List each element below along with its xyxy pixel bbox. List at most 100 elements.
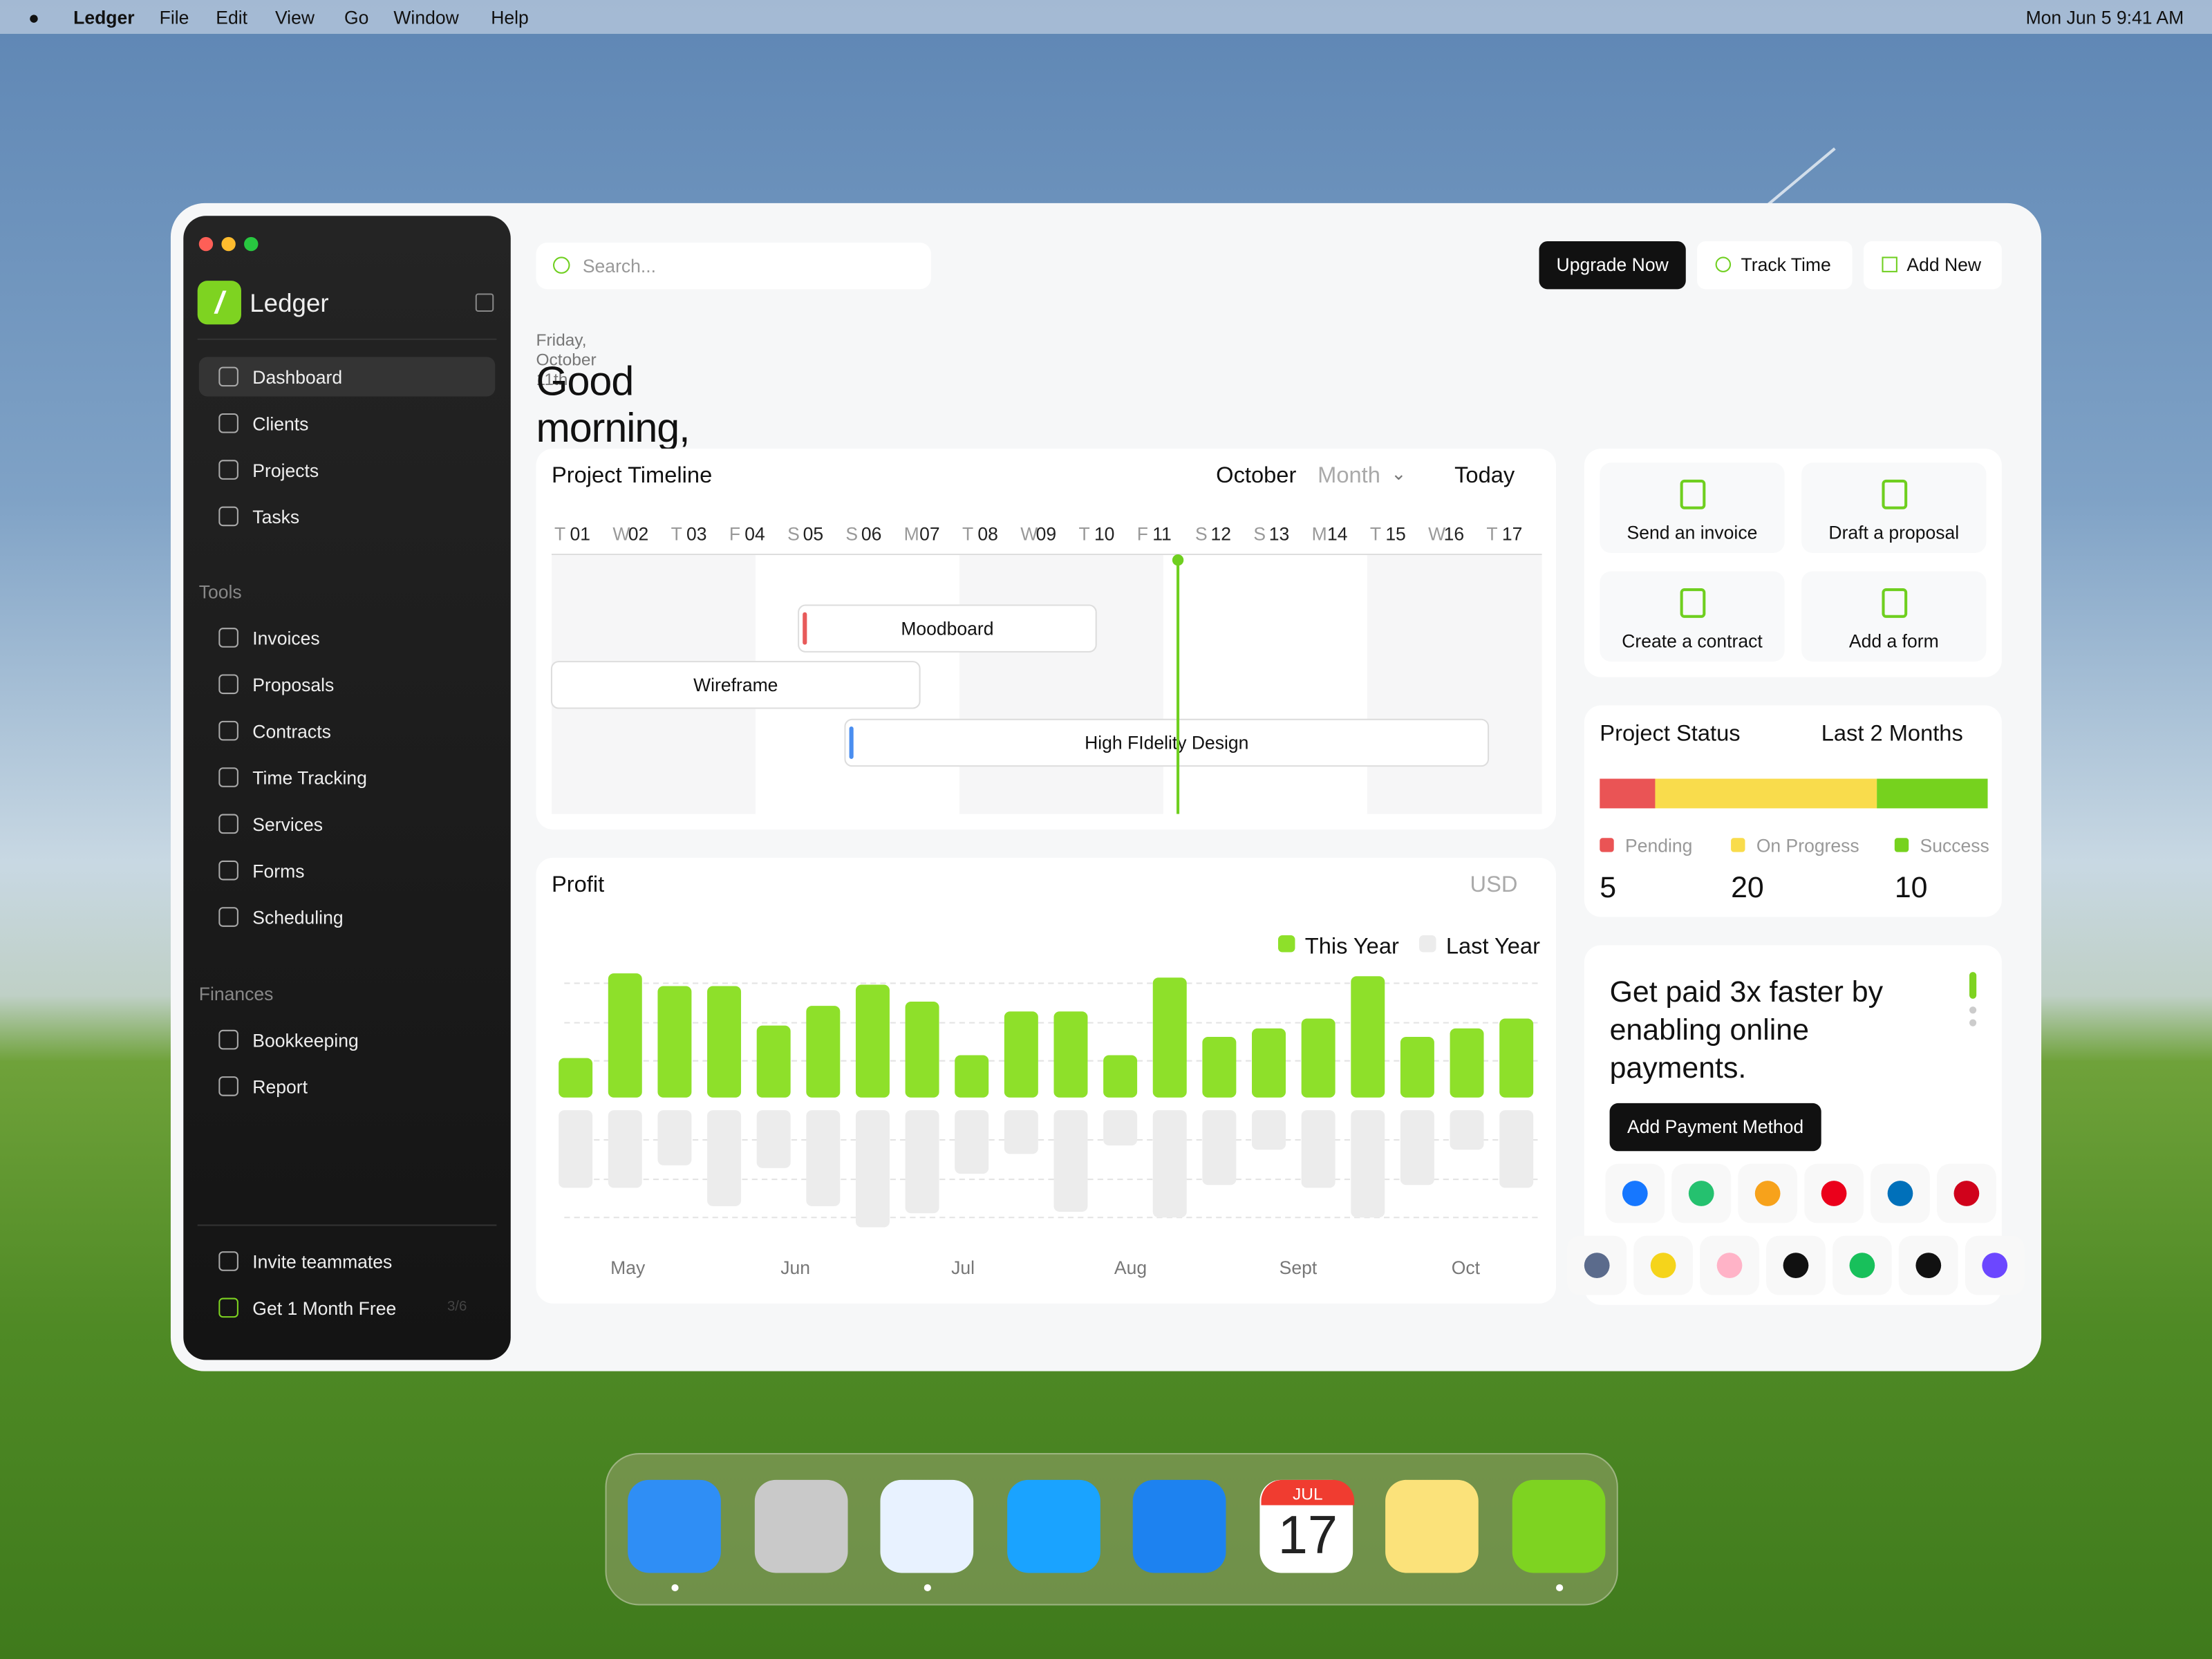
day-number: 02 xyxy=(628,524,649,545)
card-title: Project Timeline xyxy=(551,464,713,489)
day-number: 09 xyxy=(1036,524,1057,545)
promo-progress: 3/6 xyxy=(447,1299,467,1315)
menu-item[interactable]: Help xyxy=(491,7,529,28)
menu-app[interactable]: Ledger xyxy=(73,7,135,28)
quick-action[interactable]: Add a form xyxy=(1801,571,1987,662)
status-segment xyxy=(1655,778,1877,809)
nav-icon xyxy=(218,413,238,433)
day-weekday: M xyxy=(904,524,919,545)
menu-item[interactable]: Window xyxy=(393,7,459,28)
zoom-button[interactable] xyxy=(244,236,259,252)
nav-item[interactable]: Dashboard xyxy=(198,357,496,397)
profit-bar xyxy=(1103,1055,1138,1098)
minimize-button[interactable] xyxy=(221,236,236,252)
profit-bar xyxy=(1252,1028,1286,1098)
nav-label: Invite teammates xyxy=(252,1251,393,1273)
apple-menu[interactable]: ● xyxy=(28,7,39,28)
today-dot xyxy=(1172,554,1184,566)
promo-text: Get paid 3x faster by enabling online pa… xyxy=(1609,976,1884,1085)
payment-logo xyxy=(1915,1253,1942,1278)
nav-item[interactable]: Contracts xyxy=(199,711,496,751)
close-button[interactable] xyxy=(198,236,214,252)
section-heading: Tools xyxy=(198,581,242,603)
menu-item[interactable]: Edit xyxy=(216,7,247,28)
profit-bar-last-year xyxy=(1301,1110,1335,1188)
profit-bar-last-year xyxy=(608,1110,642,1188)
profit-bar-last-year xyxy=(756,1110,791,1168)
menu-bar: ● Ledger Mon Jun 5 9:41 AM File Edit View G… xyxy=(0,0,2212,34)
dock-icon[interactable] xyxy=(1385,1479,1479,1573)
status-segment xyxy=(1600,778,1656,809)
profit-bar-last-year xyxy=(707,1110,742,1206)
card-title: Profit xyxy=(551,873,605,897)
nav-icon xyxy=(218,860,238,881)
day-weekday: T xyxy=(1486,524,1497,545)
nav-item[interactable]: Forms xyxy=(199,851,496,890)
quick-action[interactable]: Send an invoice xyxy=(1600,462,1785,553)
nav-item[interactable]: Time Tracking xyxy=(199,758,496,797)
profit-bar-last-year xyxy=(559,1110,593,1188)
day-number: 17 xyxy=(1502,524,1523,545)
payment-logo xyxy=(1953,1181,1980,1206)
nav-item[interactable]: Bookkeeping xyxy=(199,1020,496,1060)
profit-bar xyxy=(1400,1036,1434,1098)
payment-logo xyxy=(1982,1253,2008,1278)
profit-bar xyxy=(955,1055,989,1098)
nav-item[interactable]: Invoices xyxy=(199,618,496,657)
day-number: 04 xyxy=(744,524,765,545)
day-weekday: T xyxy=(671,524,682,545)
search-box[interactable]: Search... xyxy=(536,243,931,290)
menu-item[interactable]: View xyxy=(274,7,315,28)
sidebar-toggle[interactable] xyxy=(475,293,494,312)
dock-icon[interactable] xyxy=(1132,1479,1226,1573)
profit-bar-last-year xyxy=(1252,1110,1286,1150)
action-icon xyxy=(1882,479,1908,509)
header-button[interactable]: Upgrade Now xyxy=(1539,241,1686,290)
dock-icon[interactable] xyxy=(628,1479,721,1573)
day-number: 12 xyxy=(1211,524,1232,545)
x-tick-label: May xyxy=(610,1257,646,1278)
card-title: Project Status xyxy=(1600,722,1741,747)
promo-button[interactable]: Add Payment Method xyxy=(1609,1103,1821,1152)
quick-action[interactable]: Create a contract xyxy=(1600,571,1785,662)
day-number: 10 xyxy=(1094,524,1115,545)
dock-icon[interactable] xyxy=(753,1479,847,1573)
profit-bar-last-year xyxy=(955,1110,989,1174)
nav-item[interactable]: Report xyxy=(199,1067,496,1106)
dock-icon[interactable] xyxy=(1006,1479,1100,1573)
nav-item[interactable]: Tasks xyxy=(199,496,496,536)
quick-action[interactable]: Draft a proposal xyxy=(1801,462,1987,553)
currency-select[interactable]: USD xyxy=(1470,873,1518,897)
profit-bar xyxy=(1152,977,1187,1098)
profit-bar xyxy=(756,1025,791,1098)
nav-item[interactable]: Proposals xyxy=(199,664,496,704)
nav-item[interactable]: Invite teammates xyxy=(199,1241,496,1281)
day-weekday: W xyxy=(612,524,630,545)
dock-icon[interactable] xyxy=(1511,1479,1605,1573)
nav-item[interactable]: Scheduling xyxy=(199,897,496,937)
today-button[interactable]: Today xyxy=(1454,464,1515,489)
payment-logo xyxy=(1650,1253,1676,1278)
nav-item[interactable]: Services xyxy=(199,804,496,843)
day-number: 14 xyxy=(1327,524,1348,545)
nav-label: Services xyxy=(252,814,324,836)
day-number: 11 xyxy=(1152,524,1172,545)
menu-item[interactable]: File xyxy=(159,7,189,28)
day-weekday: W xyxy=(1020,524,1038,545)
view-select[interactable]: Month xyxy=(1318,464,1380,489)
profit-bar xyxy=(1301,1018,1335,1098)
header-button[interactable]: Add New xyxy=(1863,241,2002,290)
profit-bar xyxy=(905,1001,939,1098)
task-bar xyxy=(844,718,1490,767)
nav-icon xyxy=(218,1076,238,1096)
nav-item[interactable]: Get 1 Month Free 3/6 xyxy=(199,1288,496,1327)
action-label: Send an invoice xyxy=(1627,522,1758,543)
task-label: High FIdelity Design xyxy=(1085,733,1248,753)
running-dot xyxy=(1555,1584,1563,1592)
period-select[interactable]: Last 2 Months xyxy=(1821,722,1963,747)
menu-item[interactable]: Go xyxy=(344,7,369,28)
dock-icon[interactable] xyxy=(880,1479,974,1573)
nav-item[interactable]: Clients xyxy=(199,404,496,443)
nav-item[interactable]: Projects xyxy=(199,450,496,489)
